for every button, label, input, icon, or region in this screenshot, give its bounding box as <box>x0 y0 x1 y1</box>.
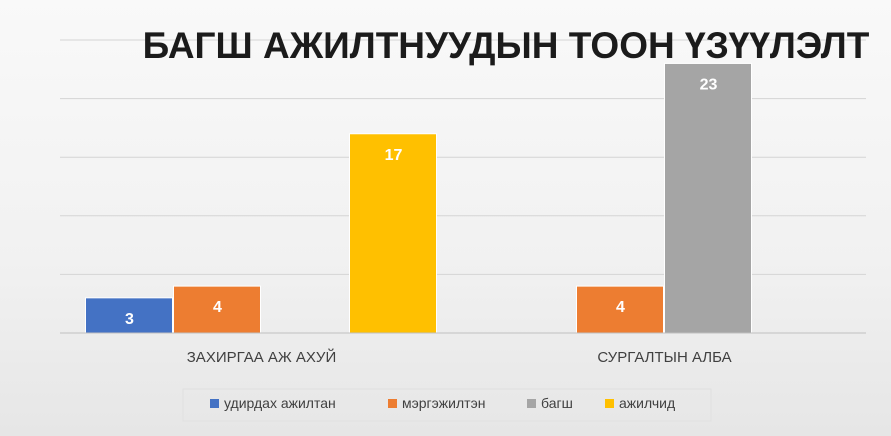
legend-swatch <box>605 399 614 408</box>
legend-label: удирдах ажилтан <box>224 395 336 411</box>
legend-swatch <box>210 399 219 408</box>
data-label: 3 <box>125 311 134 328</box>
legend-label: мэргэжилтэн <box>402 395 485 411</box>
chart-title: БАГШ АЖИЛТНУУДЫН ТООН ҮЗҮҮЛЭЛТ <box>143 25 870 66</box>
data-label: 17 <box>385 147 403 164</box>
legend: удирдах ажилтан мэргэжилтэн багш ажилчид <box>182 388 712 422</box>
bar <box>85 297 173 334</box>
data-label: 23 <box>700 76 718 93</box>
legend-swatch <box>527 399 536 408</box>
category-labels: ЗАХИРГАА АЖ АХУЙ СУРГАЛТЫН АЛБА <box>187 348 732 366</box>
category-label: ЗАХИРГАА АЖ АХУЙ <box>187 348 337 366</box>
bar <box>664 62 752 334</box>
bar <box>576 285 664 334</box>
data-label: 4 <box>213 299 222 316</box>
legend-box <box>182 388 712 422</box>
legend-label: ажилчид <box>619 395 675 411</box>
legend-swatch <box>388 399 397 408</box>
bars-group: 3 4 17 4 23 <box>85 62 752 334</box>
category-label: СУРГАЛТЫН АЛБА <box>597 349 731 366</box>
data-label: 4 <box>616 299 625 316</box>
bar <box>349 133 437 334</box>
legend-label: багш <box>541 395 573 411</box>
